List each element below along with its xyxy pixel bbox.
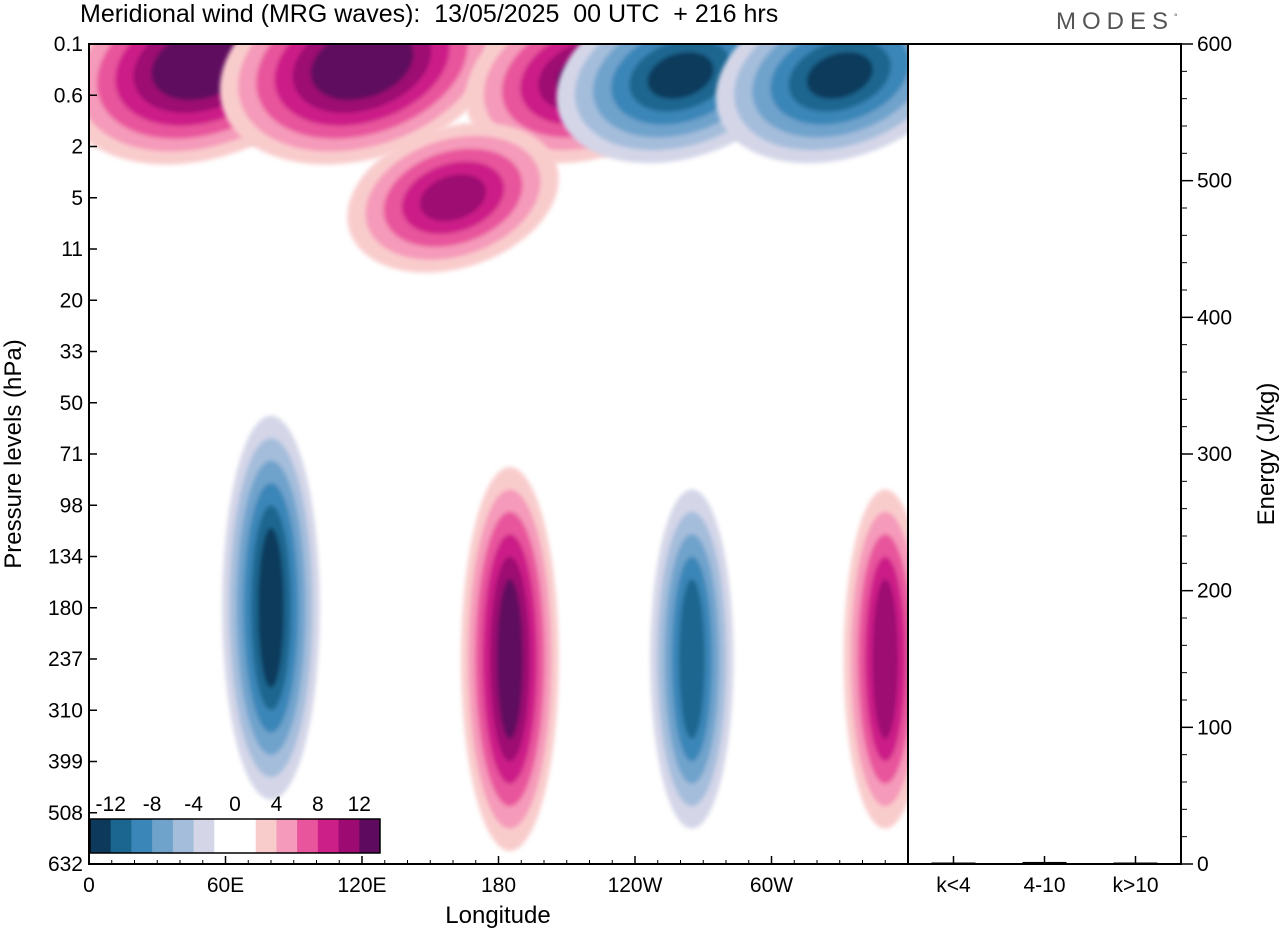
energy-tick-label: 200	[1197, 580, 1232, 603]
x-tick-label: 120E	[337, 874, 386, 897]
colorbar-swatch	[255, 819, 277, 853]
y-axis-title: Pressure levels (hPa)	[0, 339, 27, 568]
energy-bars: k<4 4-10 k>10	[931, 856, 1159, 897]
heatmap-contour	[419, 174, 487, 222]
y-tick-label: 134	[48, 546, 83, 569]
colorbar-swatch	[235, 819, 257, 853]
colorbar-label: 0	[229, 793, 241, 816]
chart-title: Meridional wind (MRG waves): 13/05/2025 …	[80, 0, 779, 28]
energy-tick-label: 500	[1197, 170, 1232, 193]
colorbar-swatch	[338, 819, 360, 853]
logo-text: MODES	[1056, 8, 1175, 35]
x-tick-label: 180	[481, 874, 516, 897]
colorbar-swatch	[110, 819, 132, 853]
colorbar-label: -12	[96, 793, 126, 816]
heatmap-contour	[169, 44, 236, 88]
heatmap-feature-10	[843, 489, 908, 829]
heatmap-feature-6	[347, 122, 559, 273]
x-axis: 0 60E 120E 180 120W 60W	[83, 856, 886, 897]
y-tick-label: 50	[60, 392, 83, 415]
colorbar-label: -4	[184, 793, 203, 816]
colorbar-swatch	[214, 819, 236, 853]
heatmap-contour	[647, 52, 714, 99]
colorbar-frame	[89, 818, 381, 854]
heatmap-contour	[678, 579, 705, 739]
x-axis-title: Longitude	[445, 902, 550, 929]
x-tick-label: 0	[83, 874, 95, 897]
colorbar-swatch	[193, 819, 215, 853]
heatmap-contour	[496, 579, 523, 739]
energy-tick-label: 300	[1197, 443, 1232, 466]
energy-panel-frame	[907, 43, 1182, 865]
heatmap-contour	[806, 52, 873, 99]
heatmap-feature-5	[715, 44, 908, 164]
y-tick-label: 0.1	[54, 33, 83, 56]
colorbar-swatch	[297, 819, 319, 853]
heatmap-contour	[872, 579, 899, 739]
colorbar-swatch	[131, 819, 153, 853]
energy-category-label: k>10	[1112, 874, 1158, 897]
colorbar-swatch	[317, 819, 340, 853]
y-tick-label: 33	[60, 341, 83, 364]
y-tick-label: 71	[60, 443, 83, 466]
energy-tick-label: 0	[1197, 853, 1209, 876]
colorbar-swatch	[359, 819, 381, 853]
y-tick-label: 2	[71, 136, 83, 159]
energy-axis-title: Energy (J/kg)	[1253, 383, 1280, 526]
y-tick-label: 399	[48, 751, 83, 774]
y-tick-label: 0.6	[54, 84, 83, 107]
colorbar-label: 8	[312, 793, 324, 816]
heatmap-feature-9	[650, 489, 734, 829]
energy-category-label: k<4	[936, 874, 971, 897]
energy-tick-label: 100	[1197, 716, 1232, 739]
colorbar-label: 12	[348, 793, 371, 816]
x-tick-label: 60E	[207, 874, 244, 897]
y-tick-label: 180	[48, 597, 83, 620]
colorbar-swatch	[152, 819, 174, 853]
colorbar-swatch	[172, 819, 195, 853]
y-tick-label: 11	[61, 238, 83, 261]
energy-tick-label: 400	[1197, 306, 1232, 329]
x-tick-label: 60W	[750, 874, 793, 897]
y-tick-label: 98	[60, 494, 83, 517]
heatmap-feature-8	[461, 467, 559, 851]
colorbar-label: -8	[143, 793, 162, 816]
y-axis: 0.1 0.6 2 5 11 20 33 50 71 98 134 180 237 310 399 508 63…	[48, 33, 97, 876]
x-tick-label: 120W	[608, 874, 663, 897]
y-tick-label: 508	[48, 802, 83, 825]
energy-axis: 0 100 200 300 400 500 600	[1181, 33, 1232, 876]
y-tick-label: 310	[48, 699, 83, 722]
colorbar: -12 -8 -4 0 4 8 12	[89, 793, 381, 854]
y-tick-label: 20	[60, 289, 83, 312]
heatmap-feature-7	[222, 415, 320, 800]
y-tick-label: 237	[48, 648, 83, 671]
colorbar-swatch	[90, 819, 112, 853]
energy-category-label: 4-10	[1023, 874, 1065, 897]
heatmap-contour	[328, 44, 396, 88]
heatmap-contour	[258, 527, 284, 688]
heatmap-feature-2	[219, 44, 505, 165]
modes-logo: MODES°	[1056, 8, 1178, 35]
colorbar-label: 4	[271, 793, 283, 816]
y-tick-label: 5	[71, 187, 83, 210]
energy-tick-label: 600	[1197, 33, 1232, 56]
heatmap-field	[89, 44, 908, 851]
y-tick-label: 632	[48, 853, 83, 876]
colorbar-swatch	[276, 819, 298, 853]
